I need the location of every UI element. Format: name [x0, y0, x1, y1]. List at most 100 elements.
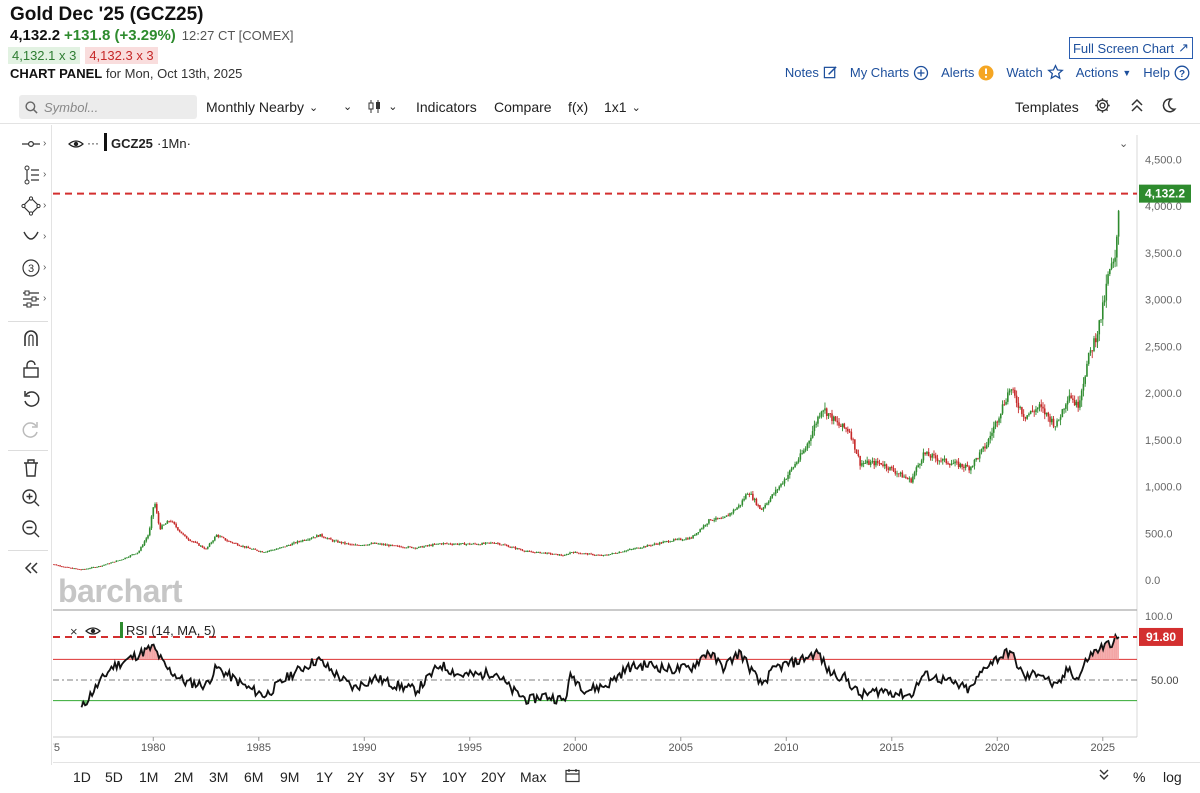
magnet-tool[interactable]	[19, 327, 43, 349]
line-tools[interactable]	[19, 164, 43, 186]
range-button-3y[interactable]: 3Y	[378, 769, 396, 785]
chevron-right-icon[interactable]: ›	[43, 200, 47, 211]
range-button-20y[interactable]: 20Y	[481, 769, 506, 785]
range-button-max[interactable]: Max	[520, 769, 547, 785]
candle-body	[532, 552, 534, 553]
candle-body	[585, 553, 587, 555]
chevron-down-icon[interactable]: ⌄	[1119, 138, 1128, 150]
zoom-out-button[interactable]	[19, 518, 43, 540]
candle-body	[745, 494, 747, 499]
help-link[interactable]: Help ?	[1143, 65, 1190, 81]
period-dropdown[interactable]: Monthly Nearby ⌄	[206, 99, 318, 115]
function-button[interactable]: f(x)	[568, 99, 588, 115]
dark-mode-toggle[interactable]	[1160, 97, 1177, 114]
candle-body	[379, 543, 381, 545]
candle-body	[577, 552, 580, 554]
chevron-right-icon[interactable]: ›	[43, 231, 47, 242]
range-button-2m[interactable]: 2M	[174, 769, 194, 785]
range-button-1d[interactable]: 1D	[73, 769, 91, 785]
candle-body	[1024, 416, 1027, 419]
layout-label: 1x1	[604, 99, 627, 115]
my-charts-link[interactable]: My Charts	[850, 65, 929, 81]
candle-body	[949, 464, 951, 466]
candle-body	[92, 567, 95, 568]
alerts-label: Alerts	[941, 65, 975, 80]
range-button-9m[interactable]: 9M	[280, 769, 300, 785]
range-button-1m[interactable]: 1M	[139, 769, 159, 785]
price-chart[interactable]: 0.0 500.0 1,000.0 1,500.0 2,000.0 2,500.0 3,00…	[53, 125, 1200, 762]
percent-toggle[interactable]: %	[1133, 769, 1146, 785]
range-button-2y[interactable]: 2Y	[347, 769, 365, 785]
full-screen-chart-button[interactable]: Full Screen Chart ↗	[1069, 37, 1193, 59]
close-icon[interactable]: ×	[70, 624, 78, 639]
measure-tools[interactable]	[19, 288, 43, 310]
price-axis[interactable]: 0.0 500.0 1,000.0 1,500.0 2,000.0 2,500.0 3,00…	[1145, 154, 1182, 587]
layout-dropdown[interactable]: 1x1 ⌄	[604, 99, 641, 115]
price-tick-label: 0.0	[1145, 575, 1160, 587]
candle-body	[382, 544, 385, 546]
candle-body	[277, 548, 279, 550]
redo-button[interactable]	[19, 419, 43, 441]
templates-button[interactable]: Templates	[1015, 99, 1079, 115]
chevron-right-icon[interactable]: ›	[43, 293, 47, 304]
watch-link[interactable]: Watch	[1006, 64, 1064, 81]
price-tick-label: 2,000.0	[1145, 388, 1182, 400]
symbol-search[interactable]: Symbol...	[19, 95, 197, 119]
candle-body	[811, 431, 814, 438]
shape-tools[interactable]	[19, 195, 43, 217]
candle-body	[129, 555, 132, 557]
alerts-link[interactable]: Alerts	[941, 65, 994, 81]
delete-drawings-button[interactable]	[19, 457, 43, 479]
candle-body	[572, 552, 575, 554]
actions-menu[interactable]: Actions ▼	[1076, 65, 1132, 80]
candle-body	[875, 461, 877, 466]
chevron-right-icon[interactable]: ›	[43, 262, 47, 273]
chart-type-dropdown[interactable]: ⌄ ⌄	[343, 99, 397, 114]
candle-body	[611, 553, 614, 554]
crosshair-tool[interactable]	[19, 133, 43, 155]
candle-body	[796, 462, 798, 465]
log-toggle[interactable]: log	[1163, 769, 1182, 785]
more-options-icon[interactable]: ···	[87, 136, 99, 150]
candle-body	[831, 413, 833, 421]
undo-button[interactable]	[19, 388, 43, 410]
chevron-right-icon[interactable]: ›	[43, 169, 47, 180]
calendar-button[interactable]	[565, 768, 580, 786]
range-button-6m[interactable]: 6M	[244, 769, 264, 785]
collapse-toolbar-button[interactable]	[1130, 98, 1144, 113]
zoom-in-button[interactable]	[19, 487, 43, 509]
eye-icon[interactable]	[68, 140, 84, 148]
lock-tool[interactable]	[19, 358, 43, 380]
range-button-3m[interactable]: 3M	[209, 769, 229, 785]
range-button-5y[interactable]: 5Y	[410, 769, 428, 785]
chevron-right-icon[interactable]: ›	[43, 138, 47, 149]
time-tick-label: 1975	[53, 742, 60, 754]
range-button-10y[interactable]: 10Y	[442, 769, 467, 785]
my-charts-label: My Charts	[849, 65, 910, 80]
candle-body	[476, 543, 478, 545]
candle-body	[806, 443, 809, 449]
candle-body	[514, 547, 517, 549]
candle-body	[377, 543, 380, 545]
candle-body	[692, 535, 694, 539]
count-tools[interactable]: 3	[19, 257, 43, 279]
notes-link[interactable]: Notes	[785, 65, 838, 80]
range-button-1y[interactable]: 1Y	[316, 769, 334, 785]
indicators-button[interactable]: Indicators	[416, 99, 477, 115]
compare-button[interactable]: Compare	[494, 99, 552, 115]
double-chevron-down-icon	[1099, 769, 1109, 780]
candle-body	[665, 541, 668, 542]
collapse-sidebar-button[interactable]	[19, 557, 43, 579]
candle-body	[690, 537, 693, 539]
candle-body	[504, 544, 506, 546]
expand-down-button[interactable]	[1098, 768, 1110, 784]
crosshair-icon	[22, 140, 40, 148]
settings-button[interactable]	[1094, 97, 1111, 114]
candle-body	[861, 463, 863, 466]
time-axis[interactable]: 1975 1980 1985 1990 1995 2000 2005 2010 2015 2020…	[53, 737, 1115, 754]
candle-body	[586, 553, 589, 555]
candle-body	[732, 509, 735, 513]
eye-icon[interactable]	[85, 627, 101, 635]
curve-tools[interactable]	[19, 226, 43, 248]
range-button-5d[interactable]: 5D	[105, 769, 123, 785]
